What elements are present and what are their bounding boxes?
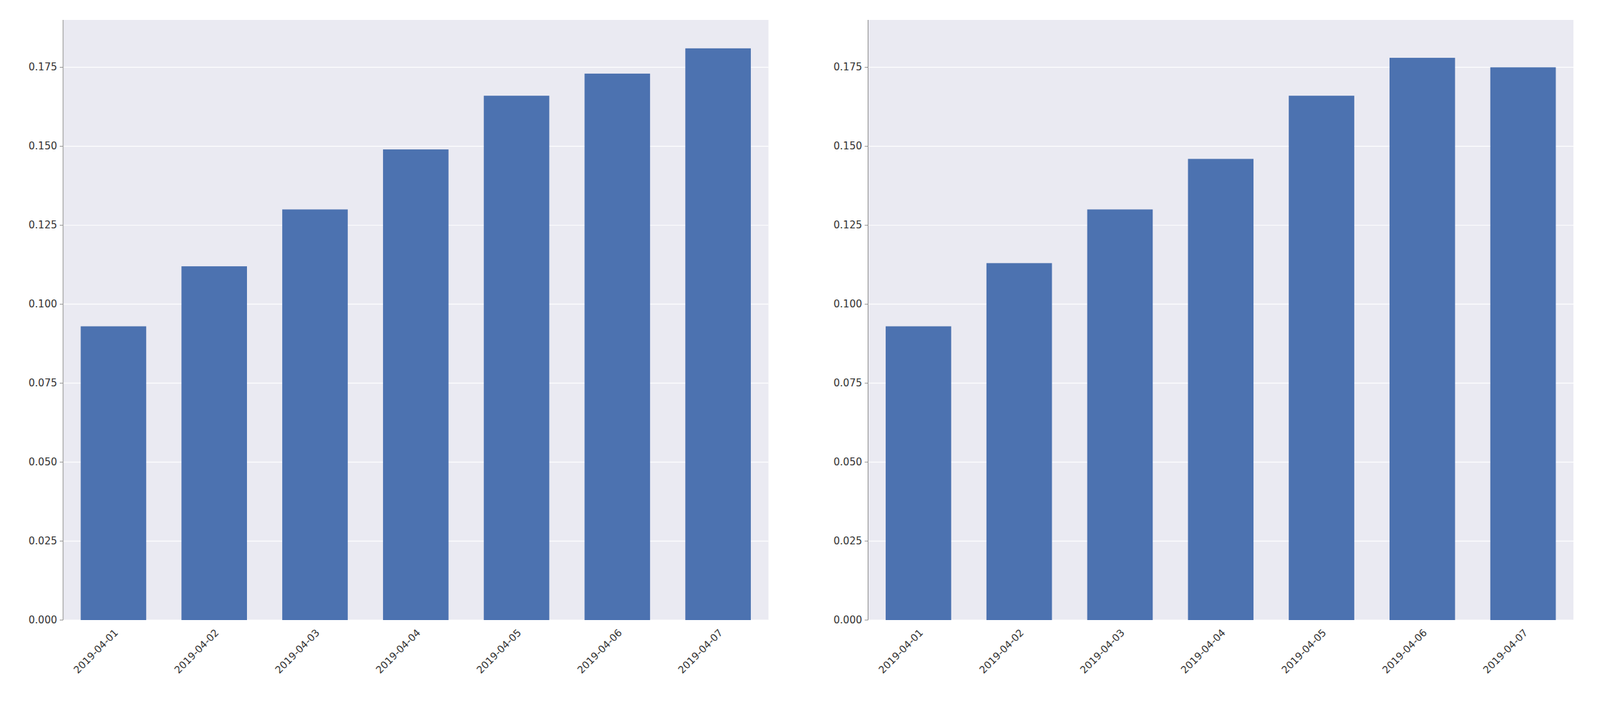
y-tick-label: 0.100	[28, 298, 58, 311]
y-tick-label: 0.175	[833, 61, 863, 74]
y-tick	[59, 462, 64, 463]
y-tick	[59, 225, 64, 226]
bar	[1389, 57, 1456, 621]
x-tick-label: 2019-04-07	[675, 626, 725, 676]
y-tick	[865, 225, 869, 226]
bar	[685, 48, 751, 621]
bar	[80, 326, 147, 621]
y-tick	[865, 67, 869, 68]
x-tick-label: 2019-04-01	[71, 626, 121, 676]
y-tick	[59, 304, 64, 305]
y-tick	[59, 67, 64, 68]
y-tick-label: 0.050	[833, 456, 863, 469]
x-tick-label: 2019-04-04	[373, 626, 423, 676]
y-tick-label: 0.175	[28, 61, 58, 74]
x-tick-label: 2019-04-02	[977, 626, 1027, 676]
bar	[885, 326, 952, 621]
y-tick	[59, 383, 64, 384]
y-tick	[865, 462, 869, 463]
y-tick	[865, 304, 869, 305]
y-tick-label: 0.000	[28, 614, 58, 627]
y-tick	[59, 146, 64, 147]
x-tick-label: 2019-04-05	[1279, 626, 1329, 676]
y-tick	[865, 541, 869, 542]
y-tick	[865, 620, 869, 621]
y-axis-line	[63, 19, 64, 621]
y-tick-label: 0.000	[833, 614, 863, 627]
y-tick-label: 0.075	[833, 377, 863, 390]
bar	[1187, 158, 1254, 621]
bar	[282, 209, 348, 621]
bar	[1288, 95, 1355, 621]
grid-line	[63, 146, 769, 147]
x-tick-label: 2019-04-03	[272, 626, 322, 676]
grid-line	[868, 146, 1575, 147]
y-tick-label: 0.125	[833, 219, 863, 232]
plot-background	[63, 19, 769, 621]
y-tick-label: 0.050	[28, 456, 58, 469]
figure: 0.000 0.025 0.050 0.075 0.100 0.125 0.150 0.175…	[0, 0, 1600, 713]
y-tick-label: 0.025	[28, 535, 58, 548]
panel: 0.000 0.025 0.050 0.075 0.100 0.125 0.150 0.175…	[833, 19, 1574, 676]
bar	[1490, 67, 1557, 621]
bar	[483, 95, 550, 621]
x-tick-label: 2019-04-04	[1178, 626, 1228, 676]
y-tick	[865, 383, 869, 384]
bar	[181, 266, 247, 621]
bar	[986, 262, 1053, 621]
y-axis-line	[867, 19, 869, 621]
bar	[584, 73, 650, 621]
y-tick-label: 0.150	[28, 140, 58, 153]
x-tick-label: 2019-04-06	[574, 626, 625, 676]
plot-background	[868, 19, 1575, 621]
grid-line	[868, 67, 1575, 68]
bar	[1087, 209, 1154, 621]
x-tick-label: 2019-04-01	[876, 626, 926, 676]
y-tick-label: 0.125	[28, 219, 58, 232]
x-tick-label: 2019-04-07	[1480, 626, 1530, 676]
x-tick-label: 2019-04-02	[171, 626, 222, 676]
y-tick	[865, 146, 869, 147]
panel: 0.000 0.025 0.050 0.075 0.100 0.125 0.150 0.175…	[28, 19, 769, 676]
x-tick-label: 2019-04-05	[474, 626, 524, 676]
x-tick-label: 2019-04-06	[1380, 626, 1430, 676]
x-tick-label: 2019-04-03	[1077, 626, 1127, 676]
y-tick-label: 0.075	[28, 377, 58, 390]
y-tick	[59, 541, 64, 542]
y-tick	[59, 620, 64, 621]
bars	[885, 57, 1556, 621]
bar	[383, 149, 449, 621]
y-tick-label: 0.150	[833, 140, 863, 153]
grid-line	[63, 67, 769, 68]
bars	[80, 48, 751, 621]
y-tick-label: 0.100	[833, 298, 863, 311]
y-tick-label: 0.025	[833, 535, 863, 548]
